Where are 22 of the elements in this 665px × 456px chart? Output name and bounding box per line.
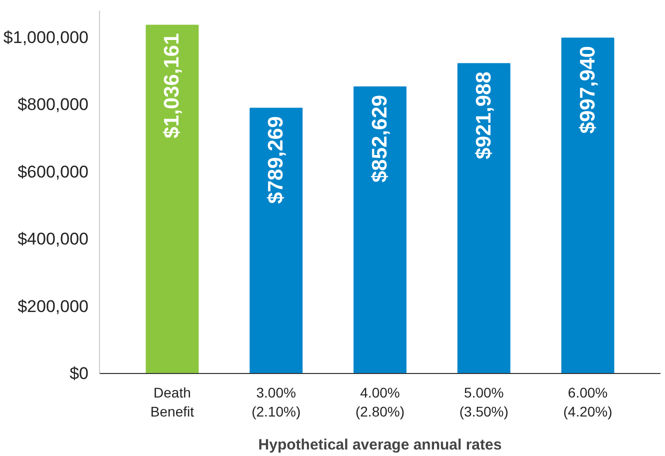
x-tick-label: 4.00% (2.80%) <box>355 384 405 420</box>
data-label: $921,988 <box>472 71 496 160</box>
bar <box>354 86 406 374</box>
bar <box>146 24 199 374</box>
y-tick-label: $0 <box>70 364 89 383</box>
y-tick-label: $200,000 <box>18 296 88 316</box>
data-label: $789,269 <box>264 116 288 204</box>
x-tick-label: 5.00% (3.50%) <box>459 384 508 420</box>
bar <box>457 63 510 374</box>
data-label: $1,036,161 <box>160 32 184 138</box>
x-axis-title: Hypothetical average annual rates <box>258 436 502 454</box>
y-tick-label: $1,000,000 <box>3 28 89 47</box>
y-tick-label: $400,000 <box>18 230 88 249</box>
bar <box>250 108 303 374</box>
y-tick-label: $600,000 <box>18 162 88 182</box>
y-tick-label: $800,000 <box>18 95 88 114</box>
x-tick-label: 3.00% (2.10%) <box>252 384 301 420</box>
bar <box>561 38 614 374</box>
x-tick-label: Death Benefit <box>150 384 194 420</box>
data-label: $852,629 <box>368 94 392 183</box>
x-tick-label: 6.00% (4.20%) <box>563 384 612 420</box>
data-label: $997,940 <box>576 46 600 134</box>
